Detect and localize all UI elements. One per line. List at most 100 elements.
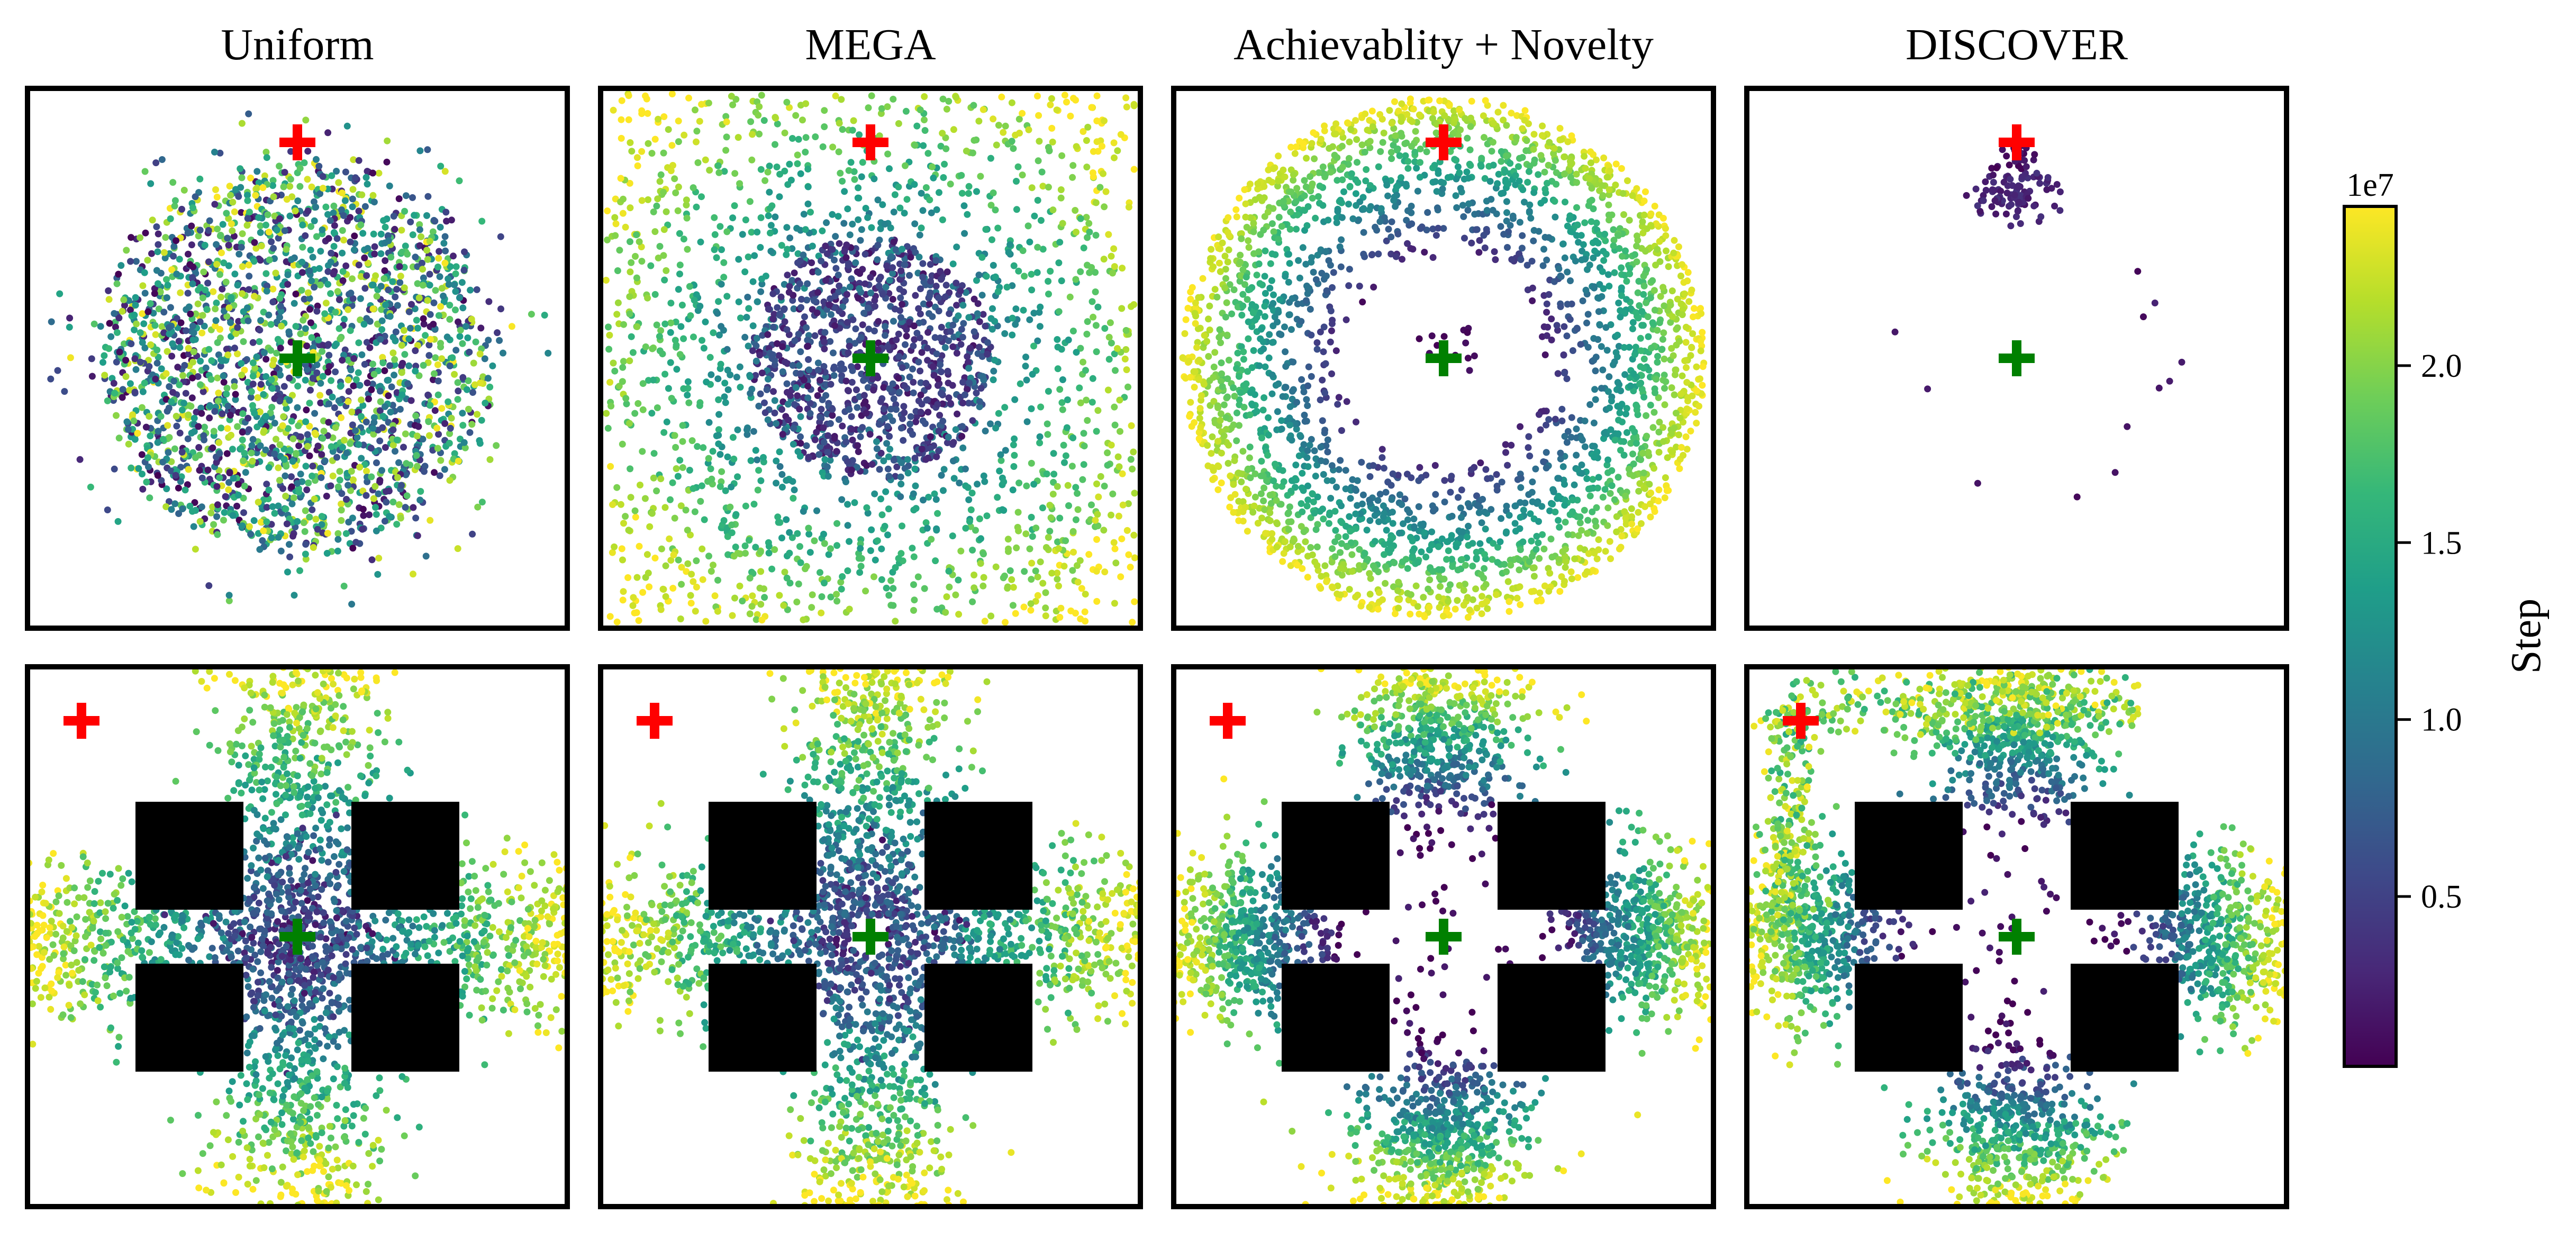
scatter-point <box>389 349 397 357</box>
scatter-point <box>691 296 698 304</box>
scatter-point <box>633 323 641 330</box>
scatter-point <box>739 597 746 605</box>
scatter-point <box>839 126 846 133</box>
scatter-point <box>409 231 416 239</box>
scatter-point <box>235 318 242 325</box>
scatter-point <box>306 400 313 407</box>
scatter-point <box>945 97 953 105</box>
scatter-point <box>935 294 942 302</box>
scatter-point <box>821 540 828 547</box>
scatter-point <box>831 304 838 311</box>
scatter-point <box>1017 380 1024 387</box>
scatter-point <box>709 448 716 455</box>
scatter-point <box>1037 303 1044 311</box>
scatter-point <box>201 322 208 330</box>
scatter-point <box>1592 396 1599 403</box>
scatter-point <box>1131 490 1138 497</box>
scatter-point <box>159 458 167 466</box>
scatter-point <box>1072 610 1079 617</box>
scatter-point <box>796 543 803 550</box>
scatter-point <box>791 269 798 277</box>
scatter-point <box>255 214 262 221</box>
scatter-point <box>251 410 258 417</box>
scatter-point <box>783 98 791 106</box>
scatter-point <box>605 323 612 331</box>
scatter-point <box>890 395 897 403</box>
scatter-point <box>800 508 807 515</box>
scatter-point <box>338 506 345 514</box>
scatter-point <box>1090 173 1097 180</box>
scatter-point <box>413 452 420 459</box>
scatter-point <box>412 363 420 370</box>
scatter-point <box>312 203 320 211</box>
scatter-point <box>890 238 897 246</box>
scatter-point <box>257 442 264 449</box>
scatter-point <box>1028 576 1035 583</box>
scatter-point <box>421 463 429 470</box>
scatter-point <box>246 209 253 216</box>
scatter-point <box>110 379 117 387</box>
scatter-point <box>368 556 376 564</box>
scatter-point <box>924 357 931 364</box>
scatter-point <box>139 310 146 318</box>
scatter-point <box>907 413 914 420</box>
scatter-point <box>776 463 784 470</box>
scatter-point <box>263 504 270 511</box>
scatter-point <box>66 314 74 322</box>
scatter-point <box>357 295 364 302</box>
scatter-point <box>665 385 672 392</box>
scatter-point <box>973 277 980 284</box>
scatter-point <box>1094 303 1102 311</box>
scatter-point <box>693 291 700 298</box>
scatter-point <box>241 483 248 490</box>
scatter-point <box>814 268 822 276</box>
scatter-point <box>442 209 450 216</box>
scatter-point <box>212 322 219 330</box>
scatter-point <box>650 474 657 482</box>
scatter-point <box>139 339 146 346</box>
scatter-point <box>790 495 797 502</box>
scatter-point <box>202 364 210 372</box>
scatter-point <box>789 361 796 369</box>
scatter-point <box>446 362 453 369</box>
scatter-point <box>731 202 738 210</box>
scatter-point <box>844 567 851 574</box>
scatter-point <box>402 430 409 438</box>
scatter-point <box>1116 396 1123 404</box>
scatter-point <box>105 345 113 352</box>
scatter-point <box>984 339 991 346</box>
scatter-point <box>158 156 166 163</box>
scatter-point <box>1081 442 1088 450</box>
scatter-point <box>151 285 158 292</box>
scatter-point <box>819 227 826 234</box>
scatter-point <box>790 305 797 312</box>
scatter-point <box>911 142 919 149</box>
scatter-point <box>1105 231 1112 238</box>
scatter-point <box>1320 515 1327 523</box>
scatter-point <box>306 306 313 313</box>
scatter-point <box>1077 215 1084 222</box>
scatter-point <box>803 296 811 304</box>
scatter-point <box>126 380 134 387</box>
scatter-point <box>294 480 301 487</box>
scatter-point <box>330 209 337 216</box>
scatter-point <box>167 215 174 222</box>
scatter-point <box>936 412 944 419</box>
scatter-point <box>897 473 904 481</box>
scatter-point <box>192 193 199 201</box>
scatter-point <box>802 100 810 107</box>
scatter-point <box>677 323 685 330</box>
scatter-point <box>1114 147 1121 155</box>
scatter-point <box>396 263 403 270</box>
scatter-point <box>855 294 862 302</box>
scatter-point <box>209 444 216 451</box>
scatter-point <box>1130 448 1137 456</box>
scatter-point <box>385 392 392 400</box>
scatter-point <box>317 399 324 406</box>
scatter-point <box>186 502 194 510</box>
scatter-point <box>111 389 119 397</box>
scatter-point <box>497 305 504 313</box>
scatter-point <box>1061 459 1068 466</box>
scatter-point <box>904 456 911 463</box>
scatter-point <box>1115 512 1122 520</box>
